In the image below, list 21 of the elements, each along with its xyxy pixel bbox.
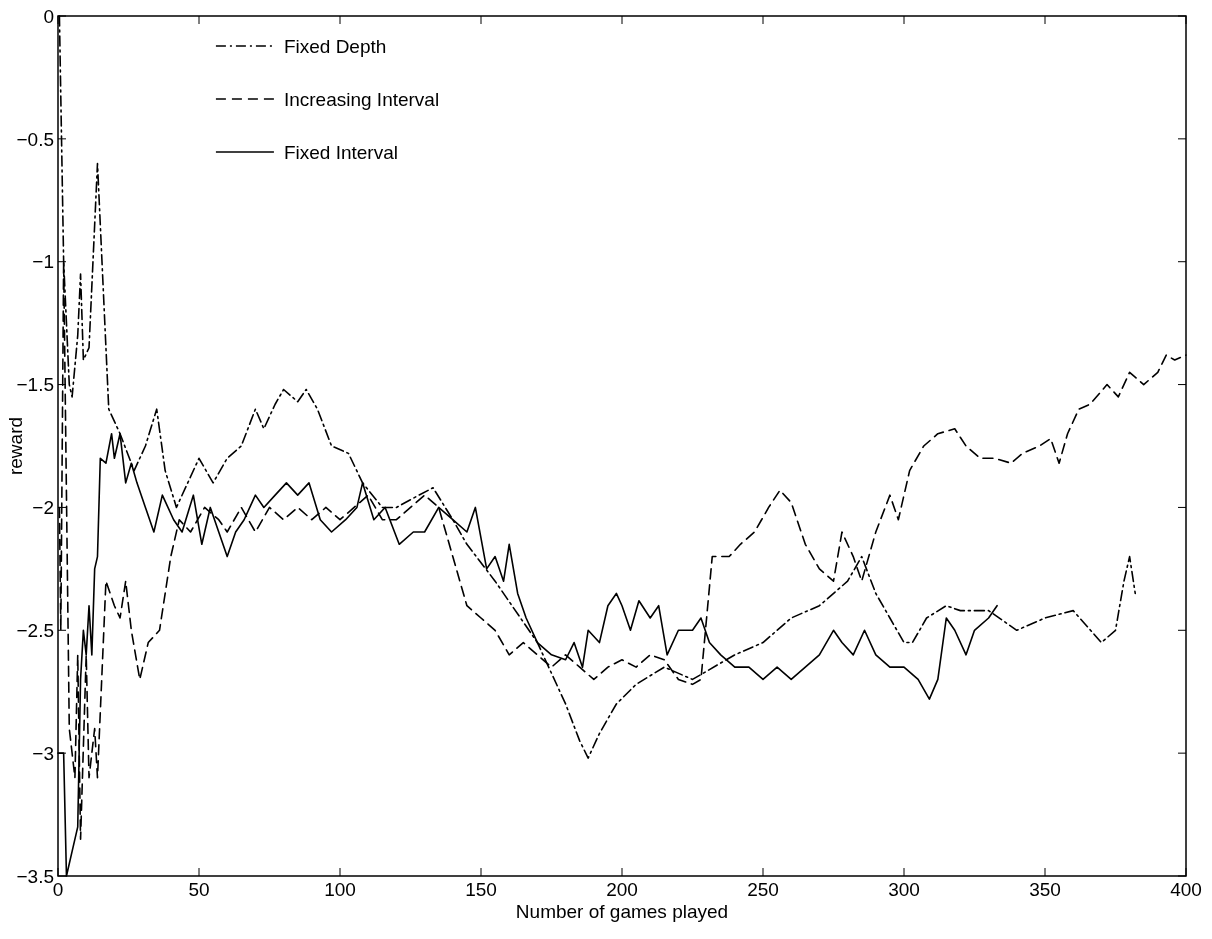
x-tick-label: 300: [888, 879, 920, 900]
legend-label: Increasing Interval: [283, 88, 440, 110]
y-tick-label: −3: [32, 742, 54, 764]
y-tick-label: −2.5: [16, 619, 54, 641]
y-tick-label: −1: [32, 251, 54, 273]
x-tick-label: 100: [324, 879, 356, 900]
x-tick-label: 350: [1029, 879, 1061, 900]
legend-label: Fixed Interval: [283, 141, 398, 163]
y-tick-label: 0: [43, 5, 54, 27]
x-axis-title: Number of games played: [515, 901, 729, 922]
y-tick-label: −3.5: [16, 865, 54, 887]
y-tick-label: −2: [32, 497, 54, 519]
x-tick-label: 200: [606, 879, 638, 900]
y-axis-title: reward: [5, 416, 26, 476]
x-tick-label: 150: [465, 879, 497, 900]
y-tick-label: −0.5: [16, 128, 54, 150]
y-tick-label: −1.5: [16, 374, 54, 396]
x-tick-label: 400: [1170, 879, 1202, 900]
legend-label: Fixed Depth: [283, 35, 387, 57]
x-tick-label: 250: [747, 879, 779, 900]
x-tick-label: 50: [188, 879, 210, 900]
